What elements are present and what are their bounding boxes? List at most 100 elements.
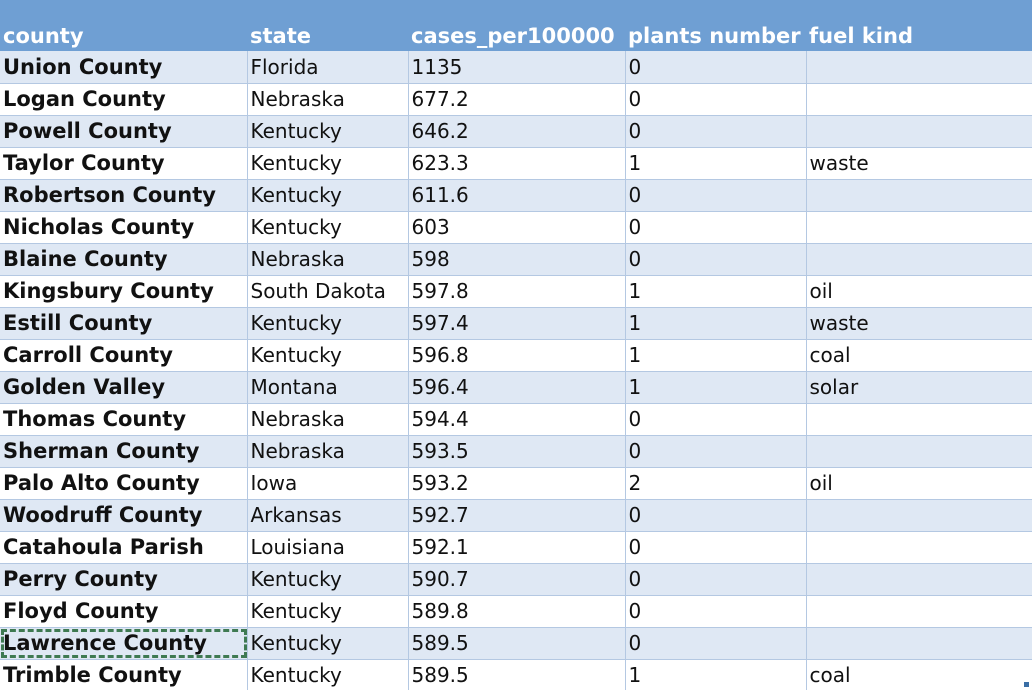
cell-plants[interactable]: 0 [625,83,807,116]
cell-fuel[interactable] [806,627,1032,660]
cell-county[interactable]: Kingsbury County [0,275,248,308]
cell-fuel[interactable]: solar [806,371,1032,404]
cell-state[interactable]: South Dakota [247,275,409,308]
cell-plants[interactable]: 0 [625,179,807,212]
cell-state[interactable]: Kentucky [247,659,409,690]
cell-fuel[interactable] [806,83,1032,116]
cell-state[interactable]: Nebraska [247,83,409,116]
cell-plants[interactable]: 0 [625,595,807,628]
cell-fuel[interactable]: oil [806,275,1032,308]
cell-fuel[interactable]: coal [806,339,1032,372]
cell-county[interactable]: Woodruff County [0,499,248,532]
cell-county[interactable]: Nicholas County [0,211,248,244]
cell-cases[interactable]: 590.7 [408,563,626,596]
cell-county[interactable]: Carroll County [0,339,248,372]
cell-fuel[interactable]: oil [806,467,1032,500]
column-header-county[interactable]: county [0,20,247,51]
column-header-fuel[interactable]: fuel kind [806,20,1032,51]
cell-county[interactable]: Union County [0,51,248,84]
cell-plants[interactable]: 0 [625,435,807,468]
column-header-cases[interactable]: cases_per100000 [408,20,625,51]
cell-plants[interactable]: 0 [625,403,807,436]
cell-plants[interactable]: 1 [625,275,807,308]
cell-state[interactable]: Iowa [247,467,409,500]
cell-plants[interactable]: 1 [625,659,807,690]
cell-county[interactable]: Logan County [0,83,248,116]
cell-plants[interactable]: 1 [625,339,807,372]
cell-county[interactable]: Taylor County [0,147,248,180]
cell-state[interactable]: Nebraska [247,403,409,436]
cell-fuel[interactable] [806,403,1032,436]
cell-plants[interactable]: 0 [625,51,807,84]
cell-county[interactable]: Perry County [0,563,248,596]
cell-fuel[interactable] [806,51,1032,84]
cell-cases[interactable]: 646.2 [408,115,626,148]
cell-fuel[interactable]: coal [806,659,1032,690]
cell-cases[interactable]: 598 [408,243,626,276]
cell-state[interactable]: Kentucky [247,339,409,372]
cell-plants[interactable]: 1 [625,371,807,404]
cell-cases[interactable]: 589.5 [408,659,626,690]
cell-county[interactable]: Floyd County [0,595,248,628]
cell-cases[interactable]: 611.6 [408,179,626,212]
cell-cases[interactable]: 589.5 [408,627,626,660]
cell-cases[interactable]: 592.7 [408,499,626,532]
cell-fuel[interactable] [806,435,1032,468]
cell-state[interactable]: Kentucky [247,147,409,180]
cell-county[interactable]: Blaine County [0,243,248,276]
cell-state[interactable]: Nebraska [247,435,409,468]
cell-county[interactable]: Powell County [0,115,248,148]
column-header-plants[interactable]: plants number [625,20,806,51]
cell-fuel[interactable] [806,243,1032,276]
cell-cases[interactable]: 596.8 [408,339,626,372]
cell-fuel[interactable] [806,115,1032,148]
cell-fuel[interactable] [806,531,1032,564]
cell-fuel[interactable] [806,563,1032,596]
cell-county[interactable]: Thomas County [0,403,248,436]
column-header-state[interactable]: state [247,20,408,51]
cell-cases[interactable]: 677.2 [408,83,626,116]
cell-state[interactable]: Kentucky [247,595,409,628]
cell-cases[interactable]: 596.4 [408,371,626,404]
cell-cases[interactable]: 597.8 [408,275,626,308]
cell-county[interactable]: Palo Alto County [0,467,248,500]
cell-cases[interactable]: 597.4 [408,307,626,340]
cell-state[interactable]: Kentucky [247,115,409,148]
cell-plants[interactable]: 2 [625,467,807,500]
cell-fuel[interactable] [806,179,1032,212]
cell-plants[interactable]: 0 [625,563,807,596]
cell-county[interactable]: Robertson County [0,179,248,212]
cell-cases[interactable]: 592.1 [408,531,626,564]
cell-county[interactable]: Catahoula Parish [0,531,248,564]
cell-plants[interactable]: 0 [625,531,807,564]
cell-county[interactable]: Estill County [0,307,248,340]
cell-plants[interactable]: 0 [625,627,807,660]
cell-plants[interactable]: 0 [625,499,807,532]
cell-cases[interactable]: 594.4 [408,403,626,436]
cell-cases[interactable]: 603 [408,211,626,244]
cell-fuel[interactable] [806,211,1032,244]
cell-plants[interactable]: 1 [625,147,807,180]
cell-fuel[interactable]: waste [806,307,1032,340]
resize-handle[interactable] [1024,682,1029,687]
cell-cases[interactable]: 623.3 [408,147,626,180]
cell-fuel[interactable] [806,499,1032,532]
cell-state[interactable]: Louisiana [247,531,409,564]
cell-state[interactable]: Kentucky [247,179,409,212]
cell-county[interactable]: Sherman County [0,435,248,468]
cell-fuel[interactable]: waste [806,147,1032,180]
cell-state[interactable]: Montana [247,371,409,404]
cell-county[interactable]: Golden Valley [0,371,248,404]
cell-county[interactable]: Lawrence County [0,627,248,660]
cell-state[interactable]: Arkansas [247,499,409,532]
cell-state[interactable]: Kentucky [247,627,409,660]
cell-county[interactable]: Trimble County [0,659,248,690]
cell-cases[interactable]: 593.5 [408,435,626,468]
cell-plants[interactable]: 0 [625,211,807,244]
cell-plants[interactable]: 0 [625,243,807,276]
cell-plants[interactable]: 1 [625,307,807,340]
cell-state[interactable]: Kentucky [247,307,409,340]
cell-state[interactable]: Nebraska [247,243,409,276]
cell-fuel[interactable] [806,595,1032,628]
cell-state[interactable]: Kentucky [247,211,409,244]
